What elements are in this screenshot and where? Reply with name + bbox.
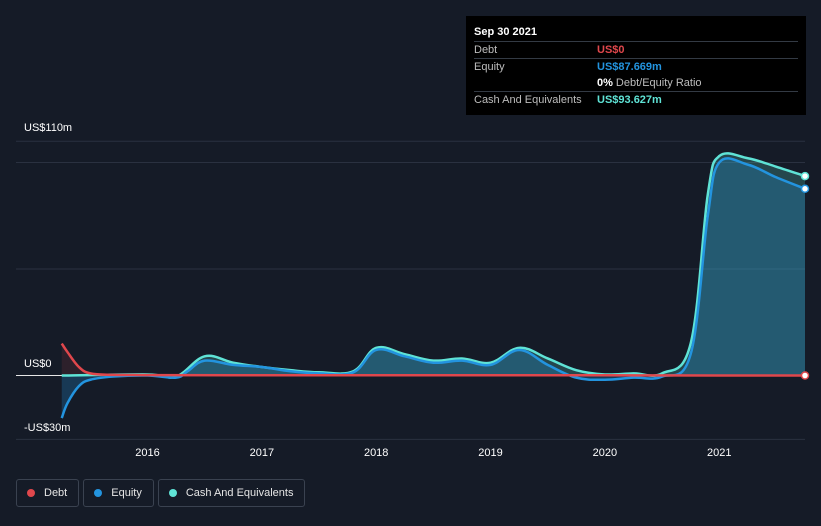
series-lines	[60, 152, 806, 419]
equity-legend-dot-icon	[94, 489, 103, 497]
x-tick-2021: 2021	[706, 447, 732, 459]
tooltip-ratio-value: 0%	[597, 77, 613, 89]
legend-item-equity[interactable]: Equity	[83, 479, 154, 507]
x-tick-2016: 2016	[135, 447, 160, 459]
data-tooltip: Sep 30 2021 Debt US$0 Equity US$87.669m …	[466, 16, 806, 115]
tooltip-date: Sep 30 2021	[474, 26, 537, 38]
tooltip-cash-value: US$93.627m	[597, 94, 662, 106]
line-equity	[60, 157, 806, 419]
x-tick-2017: 2017	[249, 447, 275, 459]
area-equity	[61, 158, 806, 419]
series-areas	[61, 153, 806, 419]
line-cash-and-equivalents	[61, 152, 806, 379]
legend-item-debt[interactable]: Debt	[16, 479, 80, 507]
tooltip-debt-value: US$0	[597, 44, 625, 56]
x-tick-2019: 2019	[478, 447, 503, 459]
tooltip-ratio-label: Debt/Equity Ratio	[615, 77, 702, 89]
legend-item-cash[interactable]: Cash And Equivalents	[157, 479, 306, 507]
y-axis-bottom-label: -US$30m	[24, 422, 71, 434]
end-marker-equity[interactable]	[800, 184, 810, 194]
legend-debt-label: Debt	[44, 487, 68, 499]
area-cash-and-equivalents	[61, 153, 806, 378]
end-marker-cash-and-equivalents[interactable]	[800, 171, 810, 181]
end-marker-debt[interactable]	[800, 371, 810, 380]
y-axis-top-label: US$110m	[24, 122, 73, 134]
x-tick-2018: 2018	[363, 447, 389, 459]
chart-legend: Debt Equity Cash And Equivalents	[16, 479, 306, 507]
tooltip-row-cash: Cash And Equivalents US$93.627m	[474, 91, 798, 108]
x-tick-2020: 2020	[592, 447, 618, 459]
y-axis-zero-label: US$0	[24, 358, 52, 370]
tooltip-equity-value: US$87.669m	[597, 61, 662, 73]
legend-equity-label: Equity	[111, 487, 142, 499]
cash-legend-dot-icon	[168, 489, 177, 497]
debt-legend-dot-icon	[27, 489, 35, 497]
tooltip-debt-label: Debt	[474, 44, 498, 56]
series-end-markers	[800, 171, 810, 380]
line-debt	[60, 342, 806, 377]
legend-cash-label: Cash And Equivalents	[185, 487, 294, 499]
tooltip-row-ratio: 0% Debt/Equity Ratio	[474, 75, 798, 91]
tooltip-cash-label: Cash And Equivalents	[474, 94, 582, 106]
gridlines	[16, 140, 805, 440]
tooltip-equity-label: Equity	[474, 61, 505, 73]
tooltip-row-debt: Debt US$0	[474, 41, 798, 58]
tooltip-row-equity: Equity US$87.669m	[474, 58, 798, 75]
